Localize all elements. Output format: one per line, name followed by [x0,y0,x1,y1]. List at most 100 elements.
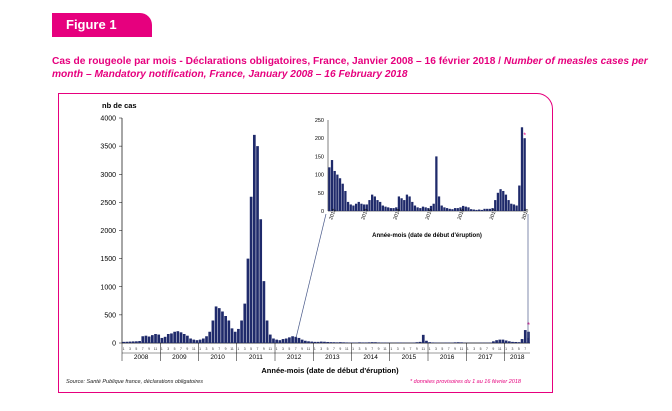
bar [313,341,317,343]
month-tick-label: 1 [199,347,201,351]
provisional-marker: * [527,321,530,330]
bar [278,340,282,343]
inset-y-tick-label: 100 [315,173,324,179]
inset-bar [330,160,334,211]
bar [246,258,250,343]
month-tick-label: 5 [441,347,443,351]
year-label: 2011 [249,354,263,361]
month-tick-label: 11 [307,347,311,351]
inset-y-tick-label: 200 [315,136,324,142]
bar [233,331,237,343]
inset-bar [520,127,524,211]
month-tick-label: 5 [403,347,405,351]
year-label: 2016 [440,354,455,361]
inset-bar [437,196,441,211]
year-label: 2010 [210,354,225,361]
bar [224,316,227,343]
bar [186,335,189,343]
bar [192,339,196,343]
bar [227,320,231,343]
month-tick-label: 3 [206,347,208,351]
y-tick-label: 4000 [100,116,116,123]
month-tick-label: 9 [263,347,265,351]
y-tick-label: 500 [104,312,116,319]
inset-year-label: 2018 [521,208,531,221]
bar [431,342,435,343]
inset-bar [429,205,433,211]
month-tick-label: 5 [327,347,329,351]
month-tick-label: 3 [167,347,169,351]
bar [243,303,247,343]
month-tick-label: 3 [397,347,399,351]
bar [460,342,463,343]
inset-bar [371,194,374,211]
month-tick-label: 1 [352,347,354,351]
bar [374,342,377,343]
bar [252,134,256,343]
month-tick-label: 9 [186,347,188,351]
month-tick-label: 9 [301,347,303,351]
title-french: Cas de rougeole par mois - Déclarations … [52,56,504,67]
inset-bar [389,208,393,211]
year-label: 2015 [402,354,417,361]
month-tick-label: 11 [192,347,196,351]
month-tick-label: 3 [320,347,322,351]
source-note: Source: Santé Publique france, déclarati… [66,379,203,385]
inset-bar [376,200,379,211]
inset-bar [352,205,355,211]
bar [259,219,263,343]
bar [157,334,161,343]
bar [492,341,495,343]
month-tick-label: 1 [123,347,125,351]
month-tick-label: 1 [314,347,316,351]
bar [217,308,221,343]
bar [520,339,524,343]
month-tick-label: 1 [161,347,163,351]
inset-bar [338,178,342,211]
inset-bar [507,200,510,211]
bar [364,342,368,343]
bar [205,336,208,343]
inset-bar [504,194,508,211]
bar [517,342,521,343]
month-tick-label: 9 [416,347,418,351]
inset-year-label: 2015 [425,208,435,221]
month-tick-label: 7 [295,347,297,351]
title-english: Number of measles cases per month – Mand… [52,56,648,80]
inset-bar [341,183,344,211]
y-tick-label: 0 [112,341,116,348]
inset-bar [349,204,352,211]
month-tick-label: 5 [250,347,252,351]
month-tick-label: 11 [460,347,464,351]
month-tick-label: 3 [473,347,475,351]
inset-bar [435,156,438,211]
bar [150,335,154,343]
inset-bar [470,209,473,211]
bar [428,342,431,343]
bar [300,339,304,343]
inset-bar [368,200,371,211]
bar [163,336,167,343]
inset-bar [502,190,505,211]
bar [237,328,240,343]
inset-bar [475,209,478,211]
bar [367,342,371,343]
inset-bar [387,207,390,211]
year-label: 2009 [172,354,187,361]
inset-bar [346,201,350,211]
year-label: 2017 [478,354,493,361]
inset-bar [488,208,492,211]
bar [166,334,170,343]
bar [345,342,349,343]
bar [291,336,294,343]
inset-bar [403,200,406,211]
bar [275,339,278,343]
bar [138,341,141,343]
inset-bar [416,207,419,211]
bar [421,334,425,343]
month-tick-label: 11 [345,347,349,351]
month-tick-label: 9 [339,347,341,351]
month-tick-label: 7 [180,347,182,351]
inset-bar [384,206,387,211]
